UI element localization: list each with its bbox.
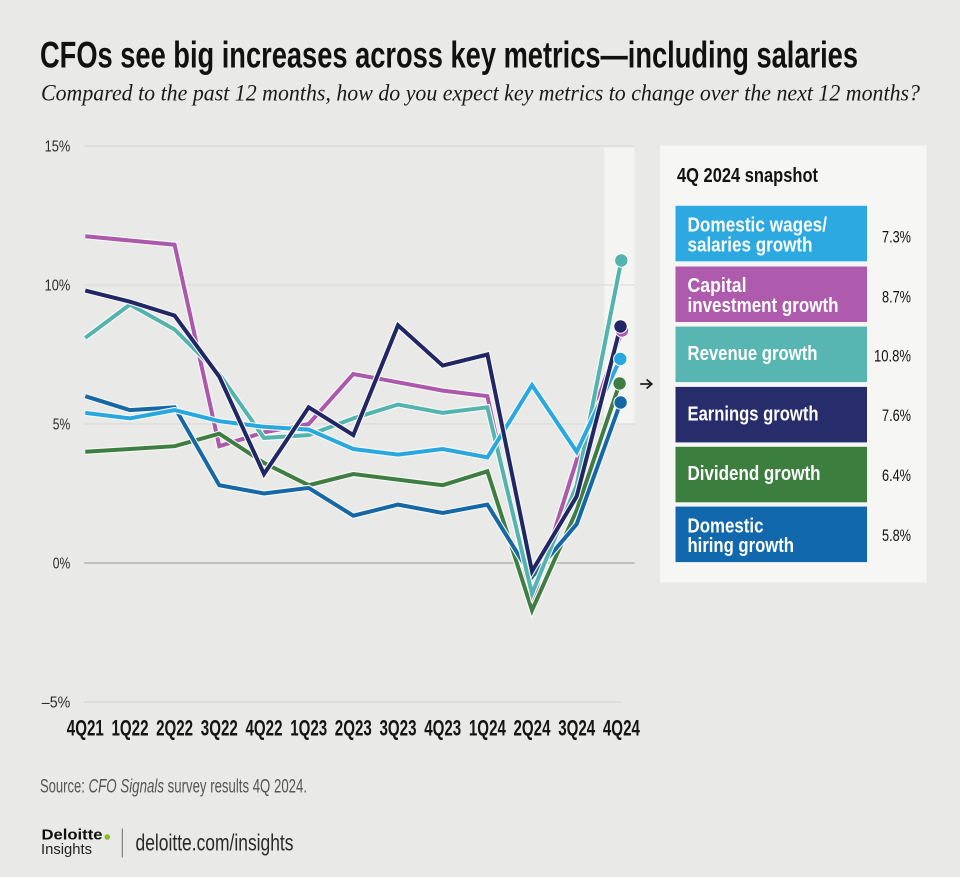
- svg-text:hiring growth: hiring growth: [688, 535, 795, 557]
- svg-text:Domestic wages/: Domestic wages/: [688, 215, 828, 237]
- svg-text:10%: 10%: [45, 277, 71, 294]
- svg-text:3Q23: 3Q23: [380, 715, 417, 740]
- svg-text:investment growth: investment growth: [688, 295, 839, 317]
- svg-text:Deloitte: Deloitte: [42, 827, 103, 844]
- svg-text:Earnings growth: Earnings growth: [688, 403, 819, 425]
- svg-text:2Q22: 2Q22: [156, 715, 193, 740]
- svg-text:4Q22: 4Q22: [246, 715, 283, 740]
- svg-text:15%: 15%: [45, 138, 71, 155]
- svg-text:salaries growth: salaries growth: [688, 234, 813, 256]
- svg-text:Insights: Insights: [41, 841, 92, 858]
- svg-text:3Q24: 3Q24: [558, 715, 596, 740]
- svg-text:Domestic: Domestic: [688, 515, 764, 537]
- svg-text:4Q21: 4Q21: [67, 715, 104, 740]
- svg-text:1Q22: 1Q22: [112, 715, 149, 740]
- svg-text:2Q23: 2Q23: [335, 715, 372, 740]
- svg-text:4Q24: 4Q24: [603, 715, 641, 740]
- svg-text:CFOs see big increases across: CFOs see big increases across key metric…: [40, 35, 858, 76]
- svg-text:4Q 2024 snapshot: 4Q 2024 snapshot: [677, 165, 818, 187]
- svg-text:2Q24: 2Q24: [514, 715, 552, 740]
- svg-text:7.3%: 7.3%: [882, 229, 911, 247]
- svg-text:0%: 0%: [53, 555, 71, 572]
- svg-text:5%: 5%: [53, 416, 71, 433]
- svg-text:6.4%: 6.4%: [882, 467, 911, 485]
- svg-text:7.6%: 7.6%: [882, 407, 911, 425]
- svg-text:3Q22: 3Q22: [201, 715, 238, 740]
- svg-text:4Q23: 4Q23: [424, 715, 461, 740]
- svg-text:Compared to the past 12 months: Compared to the past 12 months, how do y…: [41, 81, 920, 106]
- svg-text:Revenue growth: Revenue growth: [688, 343, 818, 365]
- svg-text:1Q24: 1Q24: [469, 715, 507, 740]
- svg-text:Dividend growth: Dividend growth: [688, 463, 821, 485]
- svg-text:–5%: –5%: [42, 694, 71, 711]
- svg-text:5.8%: 5.8%: [882, 527, 911, 545]
- svg-text:Source: CFO Signals survey res: Source: CFO Signals survey results 4Q 20…: [40, 777, 307, 798]
- svg-text:8.7%: 8.7%: [882, 289, 911, 307]
- svg-text:Capital: Capital: [688, 275, 747, 297]
- svg-text:1Q23: 1Q23: [290, 715, 327, 740]
- svg-text:deloitte.com/insights: deloitte.com/insights: [136, 830, 294, 856]
- svg-text:10.8%: 10.8%: [874, 348, 911, 366]
